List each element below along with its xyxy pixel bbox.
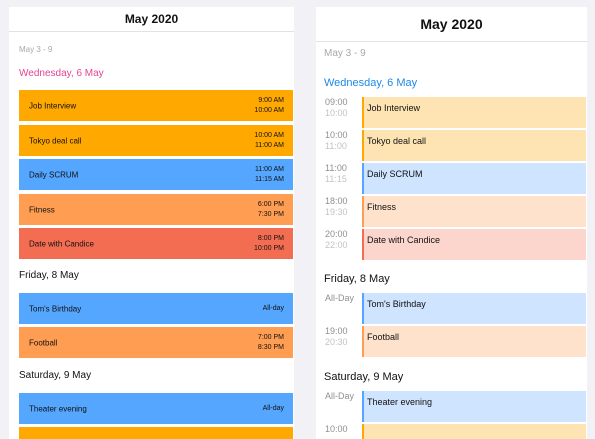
event-time: All-Day (325, 391, 355, 401)
agenda-view-panel: May 2020 May 3 - 9 Wednesday, 6 May 09:0… (316, 7, 587, 439)
event-time: 19:00 20:30 (325, 326, 348, 347)
event-title: Fitness (29, 205, 55, 214)
event-card-theater-evening[interactable]: Theater evening All-day (19, 393, 293, 424)
event-time: All-Day (325, 293, 355, 303)
event-allday: All-day (262, 304, 284, 312)
event-time: 09:00 10:00 (325, 97, 348, 118)
event-time: 11:00 AM 11:15 AM (254, 165, 284, 183)
event-row-fitness[interactable]: Fitness (362, 196, 586, 227)
event-title: Football (29, 338, 58, 347)
event-time: 6:00 PM 7:30 PM (257, 200, 284, 218)
event-row-daily-scrum[interactable]: Daily SCRUM (362, 163, 586, 194)
day-header-wednesday: Wednesday, 6 May (324, 77, 418, 89)
event-time: 8:00 PM 10:00 PM (254, 234, 284, 252)
event-time: 7:00 PM 8:30 PM (257, 333, 284, 351)
week-range: May 3 - 9 (324, 48, 366, 59)
event-title: Job Interview (29, 101, 77, 110)
event-row-job-interview[interactable]: Job Interview (362, 97, 586, 128)
event-title: Tom's Birthday (29, 304, 82, 313)
event-title: Date with Candice (367, 235, 441, 245)
event-time: 10:00 (325, 424, 348, 434)
event-title: Fitness (367, 202, 397, 212)
event-title: Theater evening (29, 404, 87, 413)
event-row-theater-evening[interactable]: Theater evening (362, 391, 586, 422)
event-card-fitness[interactable]: Fitness 6:00 PM 7:30 PM (19, 194, 293, 225)
event-time: 18:00 19:30 (325, 196, 348, 217)
day-header-saturday: Saturday, 9 May (19, 370, 92, 381)
day-header-saturday: Saturday, 9 May (324, 371, 404, 383)
event-time: 10:00 AM 11:00 AM (254, 131, 284, 149)
event-row-football[interactable]: Football (362, 326, 586, 357)
event-card-partial[interactable] (19, 427, 293, 439)
week-range: May 3 - 9 (19, 45, 53, 54)
event-row-date-with-candice[interactable]: Date with Candice (362, 229, 586, 260)
event-row-tokyo-deal-call[interactable]: Tokyo deal call (362, 130, 586, 161)
event-row-toms-birthday[interactable]: Tom's Birthday (362, 293, 586, 324)
month-title: May 2020 (9, 7, 294, 32)
event-time: 11:00 11:15 (325, 163, 347, 184)
event-time: 9:00 AM 10:00 AM (254, 96, 284, 114)
event-title: Daily SCRUM (367, 169, 423, 179)
event-row-partial[interactable] (362, 424, 586, 439)
event-title: Tokyo deal call (367, 136, 427, 146)
event-title: Daily SCRUM (29, 170, 79, 179)
event-card-daily-scrum[interactable]: Daily SCRUM 11:00 AM 11:15 AM (19, 159, 293, 190)
day-header-friday: Friday, 8 May (324, 273, 390, 285)
day-header-friday: Friday, 8 May (19, 270, 79, 281)
event-title: Job Interview (367, 103, 421, 113)
event-card-date-with-candice[interactable]: Date with Candice 8:00 PM 10:00 PM (19, 228, 293, 259)
event-title: Date with Candice (29, 239, 94, 248)
event-card-tokyo-deal-call[interactable]: Tokyo deal call 10:00 AM 11:00 AM (19, 125, 293, 156)
day-header-wednesday: Wednesday, 6 May (19, 68, 104, 79)
event-title: Football (367, 332, 400, 342)
event-title: Tom's Birthday (367, 299, 426, 309)
event-time: 10:00 11:00 (325, 130, 348, 151)
event-allday: All-day (262, 404, 284, 412)
event-card-football[interactable]: Football 7:00 PM 8:30 PM (19, 327, 293, 358)
event-card-toms-birthday[interactable]: Tom's Birthday All-day (19, 293, 293, 324)
month-title: May 2020 (316, 7, 587, 42)
list-view-panel: May 2020 May 3 - 9 Wednesday, 6 May Job … (9, 7, 294, 439)
event-time: 20:00 22:00 (325, 229, 348, 250)
event-card-job-interview[interactable]: Job Interview 9:00 AM 10:00 AM (19, 90, 293, 121)
event-title: Theater evening (367, 397, 433, 407)
event-title: Tokyo deal call (29, 136, 82, 145)
